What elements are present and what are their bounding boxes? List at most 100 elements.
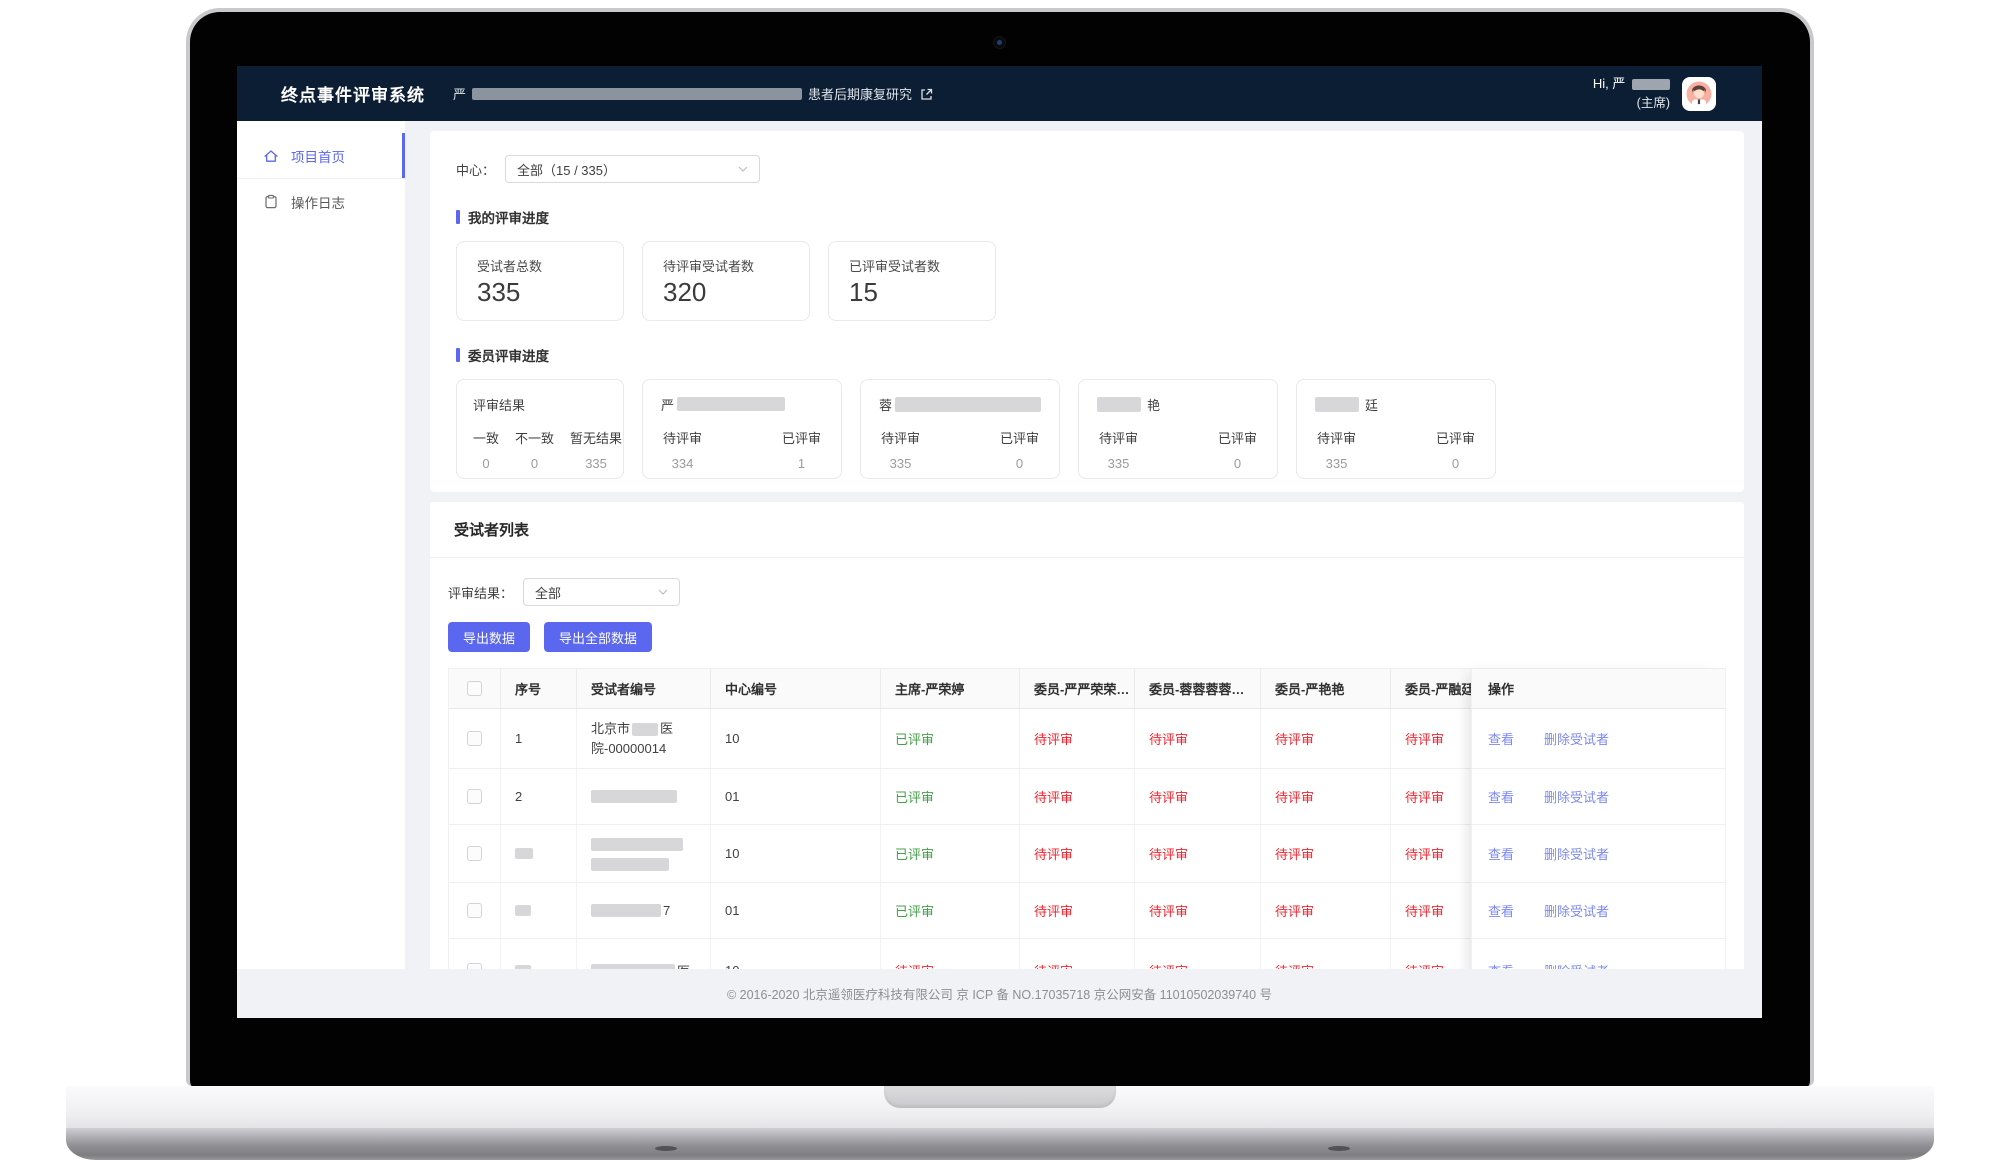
- row-checkbox[interactable]: [467, 846, 482, 861]
- pending-col: 待评审 334: [663, 431, 703, 471]
- section-bar: [456, 348, 460, 362]
- study-name-suffix: 患者后期康复研究: [808, 87, 913, 102]
- member-status-cell: 待评审: [1020, 825, 1135, 882]
- study-name: 严 患者后期康复研究: [453, 84, 933, 103]
- row-checkbox[interactable]: [467, 731, 482, 746]
- member-status-cell: 待评审: [1020, 883, 1135, 938]
- center-select-value: 全部（15 / 335）: [517, 162, 617, 178]
- app-body: 项目首页 操作日志 中心：: [237, 121, 1762, 1018]
- chevron-down-icon: [658, 589, 668, 595]
- chevron-down-icon: [738, 166, 748, 172]
- member-status-cell: 待评审: [1020, 769, 1135, 824]
- redacted-study-text: [472, 87, 803, 100]
- redacted-text: [591, 790, 677, 803]
- pending-col: 待评审 335: [1099, 431, 1139, 471]
- sidebar-item-project-home[interactable]: 项目首页: [237, 133, 405, 179]
- action-cell: 查看 删除受试者: [1472, 709, 1725, 769]
- redacted-member-name: [895, 396, 1041, 412]
- sidebar-item-operation-log[interactable]: 操作日志: [237, 179, 405, 225]
- laptop-foot: [1328, 1146, 1350, 1151]
- export-all-data-button[interactable]: 导出全部数据: [544, 622, 653, 652]
- stat-card-total: 受试者总数 335: [456, 241, 624, 321]
- member-card-4: 廷 待评审 335 已评审 0: [1296, 379, 1496, 479]
- section-bar: [456, 210, 460, 224]
- reviewed-col: 已评审 0: [1435, 431, 1475, 471]
- user-greeting: Hi, 严: [1593, 75, 1670, 92]
- top-navbar: 终点事件评审系统 严 患者后期康复研究 Hi, 严: [237, 66, 1762, 121]
- avatar[interactable]: [1682, 76, 1716, 111]
- laptop-base-notch: [884, 1086, 1116, 1108]
- user-info: Hi, 严 (主席): [1593, 75, 1670, 112]
- header-member-1: 委员-严严荣荣…: [1020, 669, 1135, 708]
- external-link-icon[interactable]: [919, 87, 933, 101]
- delete-subject-link[interactable]: 删除受试者: [1544, 790, 1610, 805]
- member-status-cell: 待评审: [1135, 769, 1261, 824]
- header-subject-id: 受试者编号: [577, 669, 711, 708]
- view-link[interactable]: 查看: [1488, 847, 1515, 862]
- committee-progress-cards: 评审结果 一致 0 不一致 0: [456, 379, 1718, 479]
- header-member-3: 委员-严艳艳: [1261, 669, 1391, 708]
- result-col-disagree: 不一致 0: [515, 431, 555, 471]
- view-link[interactable]: 查看: [1488, 790, 1515, 805]
- member-card-1: 严 待评审 334 已评审: [642, 379, 842, 479]
- member-card-3: 艳 待评审 335 已评审 0: [1078, 379, 1278, 479]
- overview-panel: 中心： 全部（15 / 335） 我的评审进度: [430, 131, 1744, 492]
- redacted-member-name: [1097, 396, 1141, 412]
- navbar-user-area: Hi, 严 (主席): [1593, 75, 1716, 112]
- header-member-2: 委员-蓉蓉蓉蓉…: [1135, 669, 1261, 708]
- webcam-icon: [993, 36, 1006, 49]
- avatar-face-icon: [1686, 81, 1712, 106]
- app-window: 终点事件评审系统 严 患者后期康复研究 Hi, 严: [237, 66, 1762, 1018]
- pending-col: 待评审 335: [881, 431, 921, 471]
- member-status-cell: 待评审: [1405, 732, 1445, 747]
- header-member-4: 委员-严融廷: [1405, 682, 1475, 697]
- delete-subject-link[interactable]: 删除受试者: [1544, 847, 1610, 862]
- laptop-base: [66, 1086, 1934, 1128]
- center-id-cell: 01: [711, 883, 881, 938]
- action-cell: 查看 删除受试者: [1472, 825, 1725, 883]
- result-filter-row: 评审结果： 全部: [448, 578, 1726, 606]
- action-column: 操作 查看 删除受试者 查看 删除受试者: [1471, 669, 1725, 1003]
- row-checkbox[interactable]: [467, 903, 482, 918]
- center-filter-label: 中心：: [456, 162, 496, 178]
- chair-status-cell: 已评审: [881, 883, 1020, 938]
- center-select[interactable]: 全部（15 / 335）: [505, 155, 761, 183]
- center-id-cell: 10: [711, 709, 881, 768]
- greeting-text: Hi, 严: [1592, 76, 1626, 91]
- center-id-cell: 10: [711, 825, 881, 882]
- row-checkbox[interactable]: [467, 789, 482, 804]
- header-chair: 主席-严荣婷: [881, 669, 1020, 708]
- seq-cell: 2: [501, 769, 577, 824]
- subject-table: 序号 受试者编号 中心编号 主席-严荣婷 委员-严严荣荣… 委员-蓉蓉蓉蓉… 委…: [448, 668, 1726, 1003]
- main-content: 中心： 全部（15 / 335） 我的评审进度: [405, 121, 1762, 1018]
- subject-id-cell: 7: [577, 883, 711, 938]
- member-card-2: 蓉 待评审 335 已评审: [860, 379, 1060, 479]
- delete-subject-link[interactable]: 删除受试者: [1544, 732, 1610, 747]
- result-col-agree: 一致 0: [473, 431, 500, 471]
- view-link[interactable]: 查看: [1488, 732, 1515, 747]
- export-data-button[interactable]: 导出数据: [448, 622, 531, 652]
- member-status-cell: 待评审: [1135, 883, 1261, 938]
- app-footer: © 2016-2020 北京遥领医疗科技有限公司 京 ICP 备 NO.1703…: [237, 969, 1762, 1018]
- redacted-text: [515, 848, 533, 859]
- subject-id-cell: [577, 769, 711, 824]
- delete-subject-link[interactable]: 删除受试者: [1544, 904, 1610, 919]
- action-cell: 查看 删除受试者: [1472, 883, 1725, 939]
- reviewed-col: 已评审 0: [999, 431, 1039, 471]
- pending-col: 待评审 335: [1317, 431, 1357, 471]
- select-all-cell: [449, 669, 501, 708]
- result-select[interactable]: 全部: [523, 578, 681, 606]
- select-all-checkbox[interactable]: [467, 681, 482, 696]
- seq-cell: [501, 883, 577, 938]
- header-center-id: 中心编号: [711, 669, 881, 708]
- stat-card-pending: 待评审受试者数 320: [642, 241, 810, 321]
- redacted-text: [591, 837, 683, 851]
- home-icon: [264, 149, 278, 162]
- member-status-cell: 待评审: [1405, 847, 1445, 862]
- view-link[interactable]: 查看: [1488, 904, 1515, 919]
- member-status-cell: 待评审: [1405, 904, 1445, 919]
- center-filter-row: 中心： 全部（15 / 335）: [456, 155, 1718, 183]
- committee-progress-section-title: 委员评审进度: [456, 345, 1718, 365]
- my-progress-cards: 受试者总数 335 待评审受试者数 320 已评审受试者数 15: [456, 241, 1718, 321]
- log-icon: [265, 194, 277, 209]
